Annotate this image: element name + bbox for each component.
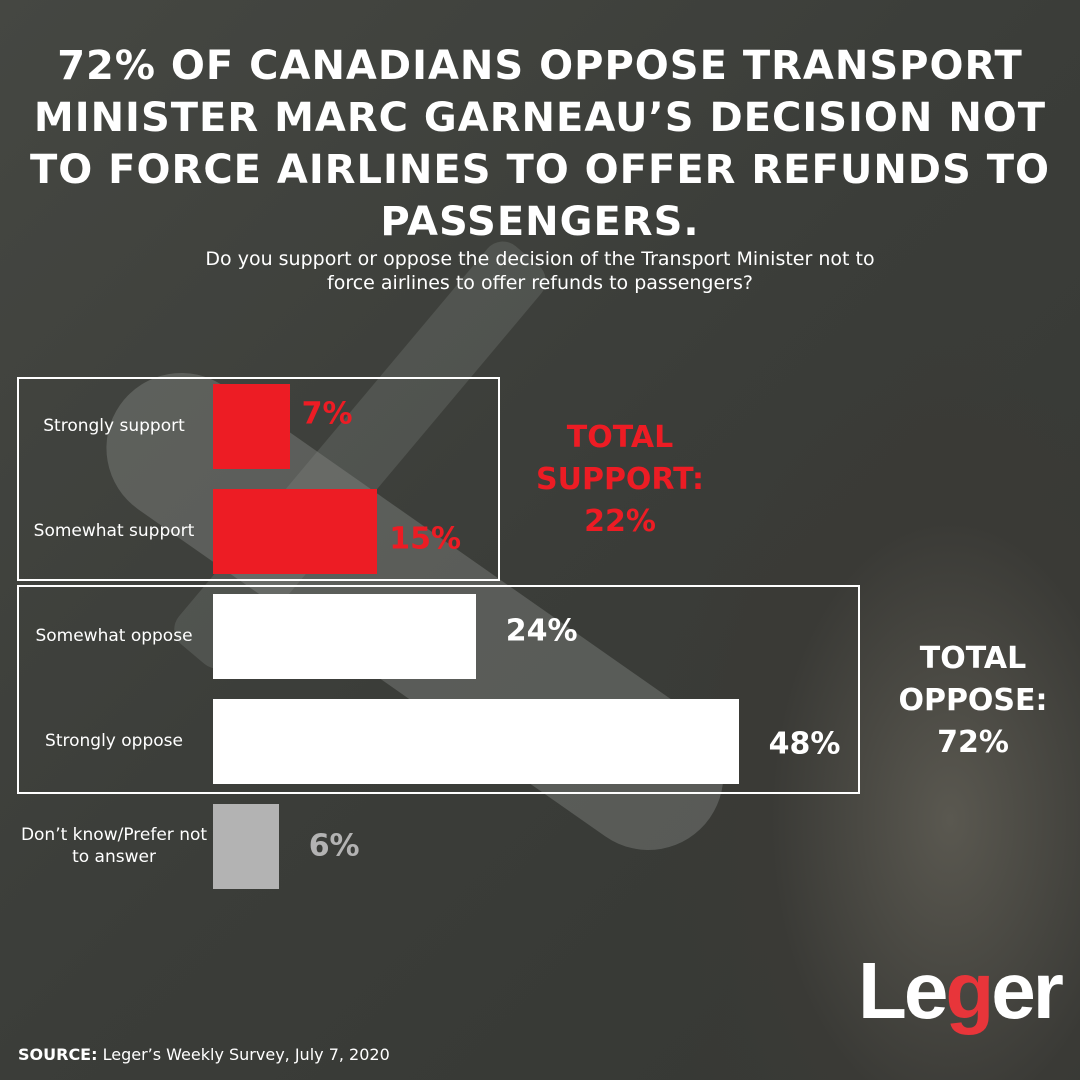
leger-logo: Leger <box>858 946 1064 1035</box>
total-oppose: TOTAL OPPOSE: 72% <box>873 638 1073 764</box>
total-support-label: TOTAL SUPPORT: <box>535 420 705 497</box>
category-label: Don’t know/Prefer not to answer <box>20 825 208 867</box>
category-label: Strongly support <box>43 416 185 436</box>
bar <box>213 489 378 574</box>
bar <box>213 804 279 889</box>
bar <box>213 699 739 784</box>
source-note: SOURCE: Leger’s Weekly Survey, July 7, 2… <box>18 1045 390 1064</box>
bar <box>213 384 290 469</box>
total-oppose-label: TOTAL OPPOSE: <box>898 641 1048 718</box>
value-label: 6% <box>308 828 360 864</box>
support-group-box <box>17 377 500 581</box>
total-support: TOTAL SUPPORT: 22% <box>520 417 720 543</box>
total-oppose-value: 72% <box>937 725 1009 760</box>
value-label: 7% <box>301 396 353 432</box>
source-label: SOURCE: <box>18 1045 98 1064</box>
value-label: 15% <box>389 521 462 557</box>
category-label: Somewhat oppose <box>35 626 193 646</box>
source-text: Leger’s Weekly Survey, July 7, 2020 <box>97 1045 390 1064</box>
survey-question: Do you support or oppose the decision of… <box>205 248 875 294</box>
oppose-group-box <box>17 585 860 794</box>
headline: 72% OF CANADIANS OPPOSE TRANSPORT MINIST… <box>29 43 1051 245</box>
value-label: 24% <box>505 613 578 649</box>
value-label: 48% <box>768 726 841 762</box>
bar <box>213 594 476 679</box>
total-support-value: 22% <box>584 504 656 539</box>
category-label: Somewhat support <box>33 521 195 541</box>
category-label: Strongly oppose <box>45 731 183 751</box>
